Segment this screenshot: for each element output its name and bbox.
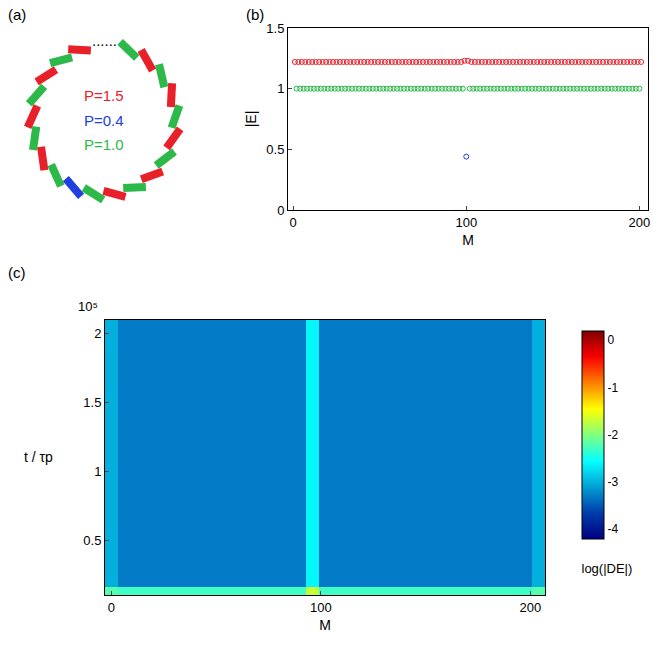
svg-text:0: 0 <box>108 600 115 615</box>
svg-text:-2: -2 <box>607 428 618 442</box>
svg-text:(c): (c) <box>8 264 26 281</box>
svg-text:(a): (a) <box>8 6 26 23</box>
svg-text:200: 200 <box>628 215 650 230</box>
svg-text:M: M <box>462 232 474 248</box>
svg-text:......: ...... <box>92 32 117 49</box>
svg-text:log(|DE|): log(|DE|) <box>582 561 633 576</box>
svg-text:P=1.5: P=1.5 <box>84 87 124 104</box>
svg-text:100: 100 <box>455 215 477 230</box>
svg-text:0: 0 <box>607 333 614 347</box>
svg-text:0: 0 <box>290 215 297 230</box>
svg-text:|E|: |E| <box>243 111 259 128</box>
svg-text:t / τp: t / τp <box>24 449 53 465</box>
svg-text:1.5: 1.5 <box>83 395 101 410</box>
svg-text:0.5: 0.5 <box>83 533 101 548</box>
svg-text:P=1.0: P=1.0 <box>84 136 124 153</box>
svg-text:-4: -4 <box>607 522 618 536</box>
svg-text:100: 100 <box>310 600 332 615</box>
svg-text:0.5: 0.5 <box>266 142 284 157</box>
svg-text:200: 200 <box>519 600 541 615</box>
svg-text:0: 0 <box>277 203 284 218</box>
svg-text:-3: -3 <box>607 475 618 489</box>
svg-text:10⁵: 10⁵ <box>78 299 98 314</box>
svg-text:-1: -1 <box>607 381 618 395</box>
svg-text:2: 2 <box>94 326 101 341</box>
svg-text:(b): (b) <box>246 6 264 23</box>
svg-text:1: 1 <box>277 81 284 96</box>
svg-text:1.5: 1.5 <box>266 21 284 36</box>
svg-text:P=0.4: P=0.4 <box>84 112 124 129</box>
svg-text:M: M <box>319 617 331 633</box>
svg-text:1: 1 <box>94 464 101 479</box>
